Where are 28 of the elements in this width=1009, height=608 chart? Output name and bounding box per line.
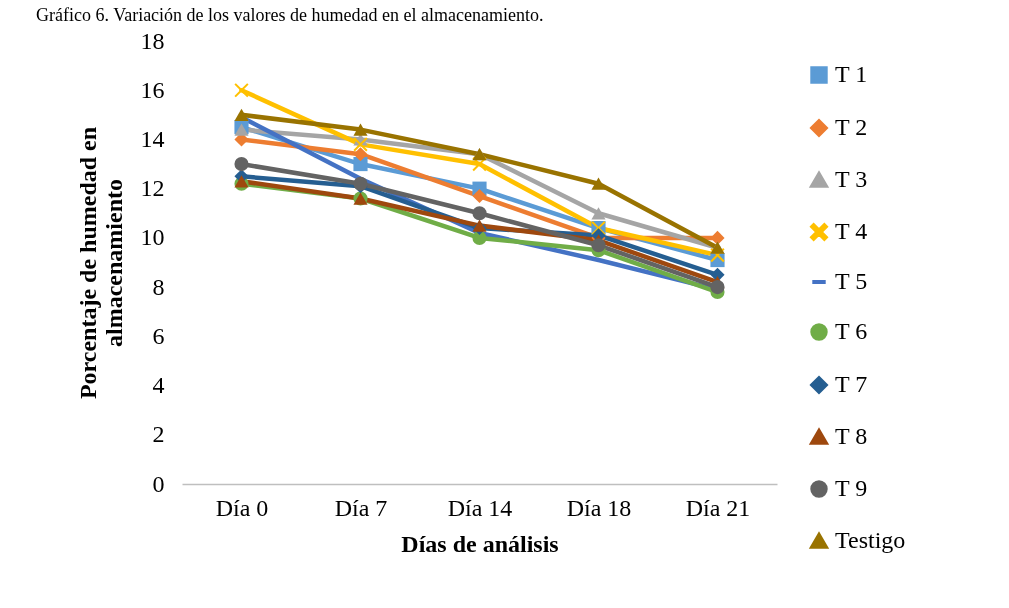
x-tick-label: Día 18	[566, 494, 632, 521]
y-tick-label: 0	[152, 470, 165, 497]
y-tick-label: 2	[152, 421, 165, 448]
y-tick-label: 8	[152, 273, 165, 300]
y-tick-label: 6	[152, 322, 165, 349]
y-tick-label: 12	[140, 175, 165, 202]
x-tick-label: Día 21	[685, 494, 751, 521]
chart-title: Gráfico 6. Variación de los valores de humedad en el almacenamiento.	[36, 5, 544, 25]
x-tick-label: Día 7	[334, 494, 388, 521]
legend-label: Testigo	[835, 527, 906, 553]
legend-label: T 3	[835, 166, 868, 192]
y-tick-label: 4	[152, 372, 165, 399]
x-tick-label: Día 0	[215, 494, 269, 521]
y-tick-label: 16	[140, 76, 165, 103]
x-axis-title: Días de análisis	[401, 530, 559, 557]
x-tick-label: Día 14	[447, 494, 513, 521]
legend-label: T 5	[835, 268, 868, 294]
legend-label: T 1	[835, 61, 868, 87]
legend-label: T 6	[835, 318, 868, 344]
legend-label: T 2	[835, 114, 868, 140]
legend-label: T 4	[835, 218, 868, 244]
legend-label: T 7	[835, 371, 868, 397]
y-tick-label: 14	[140, 125, 165, 152]
legend-label: T 9	[835, 475, 868, 501]
legend-label: T 8	[835, 423, 868, 449]
y-axis-title: Porcentaje de humedad en almacenamiento	[74, 126, 127, 400]
y-tick-label: 10	[140, 224, 165, 251]
y-tick-label: 18	[140, 27, 165, 54]
